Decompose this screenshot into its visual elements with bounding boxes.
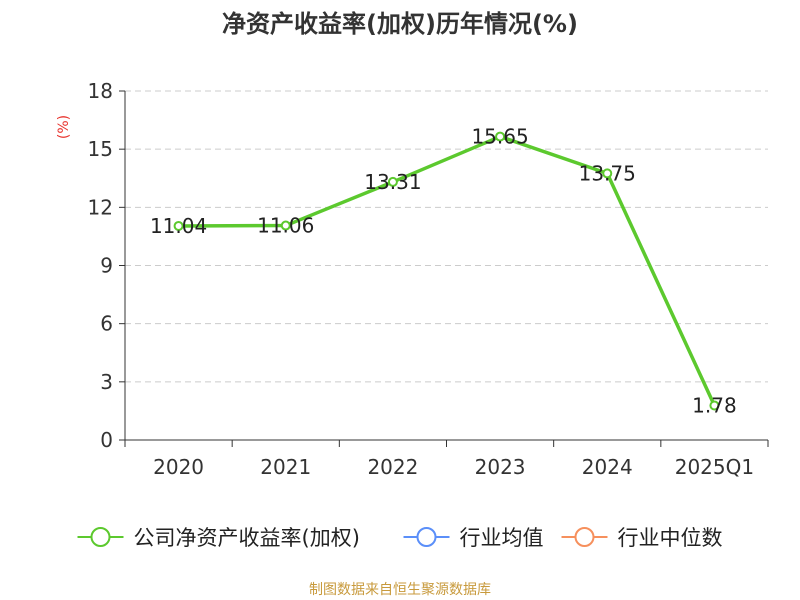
data-label: 13.31 bbox=[364, 170, 421, 194]
y-axis: 0 3 6 9 12 15 18 bbox=[88, 79, 126, 452]
grid-lines bbox=[125, 90, 768, 383]
data-label: 1.78 bbox=[692, 393, 737, 417]
x-tick-label: 2020 bbox=[153, 455, 204, 479]
x-tick-label: 2022 bbox=[367, 455, 418, 479]
y-tick-label: 18 bbox=[88, 79, 113, 103]
legend-item[interactable]: 公司净资产收益率(加权) bbox=[77, 526, 360, 550]
data-label: 11.06 bbox=[257, 214, 314, 238]
y-tick-label: 9 bbox=[100, 254, 113, 278]
series-layer: 11.04 11.06 13.31 15.65 13.75 1.78 bbox=[150, 125, 737, 418]
legend-label: 公司净资产收益率(加权) bbox=[134, 526, 360, 550]
x-tick-label: 2024 bbox=[582, 455, 633, 479]
x-tick-label: 2021 bbox=[260, 455, 311, 479]
data-label: 15.65 bbox=[471, 125, 528, 149]
legend-label: 行业中位数 bbox=[618, 526, 723, 550]
legend-circle-icon bbox=[90, 527, 111, 547]
y-tick-label: 15 bbox=[88, 137, 113, 161]
y-tick-label: 0 bbox=[100, 428, 113, 452]
x-tick-label: 2023 bbox=[475, 455, 526, 479]
legend-item[interactable]: 行业中位数 bbox=[561, 526, 723, 550]
series-line bbox=[178, 134, 717, 407]
x-tick-label: 2025Q1 bbox=[675, 455, 754, 479]
legend-item[interactable]: 行业均值 bbox=[403, 526, 544, 550]
data-label: 13.75 bbox=[579, 161, 636, 185]
y-tick-label: 3 bbox=[100, 370, 113, 394]
legend-label: 行业均值 bbox=[460, 526, 544, 550]
source-note: 制图数据来自恒生聚源数据库 bbox=[309, 582, 491, 598]
data-label: 11.04 bbox=[150, 214, 207, 238]
y-tick-label: 6 bbox=[100, 312, 113, 336]
data-point bbox=[387, 176, 398, 187]
data-point bbox=[173, 220, 184, 231]
chart-title: 净资产收益率(加权)历年情况(%) bbox=[222, 10, 578, 38]
legend[interactable]: 公司净资产收益率(加权) 行业均值 行业中位数 bbox=[77, 526, 723, 550]
data-point bbox=[280, 220, 291, 231]
data-point bbox=[602, 168, 613, 179]
x-axis: 2020 2021 2022 2023 2024 2025Q1 bbox=[124, 439, 769, 479]
legend-circle-icon bbox=[416, 527, 437, 547]
data-point bbox=[495, 131, 506, 142]
legend-circle-icon bbox=[574, 527, 595, 547]
y-axis-label: (%) bbox=[56, 115, 72, 139]
data-point bbox=[709, 400, 720, 411]
y-tick-label: 12 bbox=[88, 195, 113, 219]
